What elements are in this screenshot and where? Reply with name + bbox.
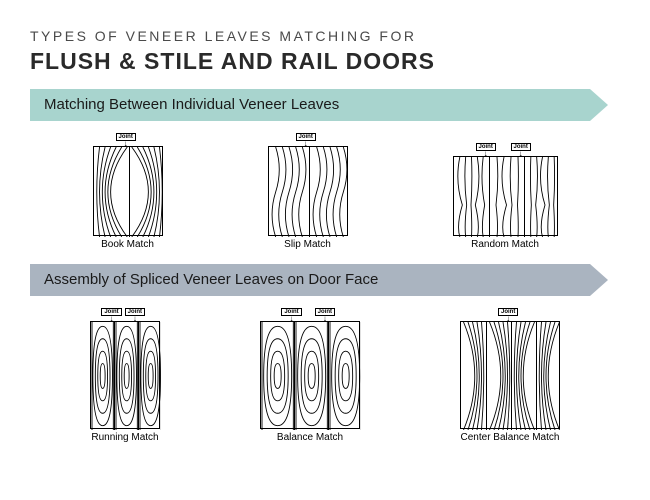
- veneer-leaf: [486, 322, 511, 430]
- veneer-item-label: Center Balance Match: [461, 432, 560, 443]
- veneer-leaf: [129, 147, 164, 237]
- veneer-leaf: [114, 322, 137, 430]
- section-header-individual: Matching Between Individual Veneer Leave…: [30, 89, 590, 121]
- veneer-item-label: Running Match: [91, 432, 158, 443]
- veneer-leaf: [94, 147, 129, 237]
- veneer-leaf: [309, 147, 349, 237]
- joint-tag: Joint: [511, 143, 531, 151]
- joint-labels: Joint↓Joint↓: [90, 308, 160, 320]
- joint-tag: Joint: [125, 308, 145, 316]
- veneer-leaf: [524, 157, 559, 237]
- joint-tag: Joint: [498, 308, 518, 316]
- veneer-panel: [453, 156, 558, 236]
- veneer-panel: [93, 146, 163, 236]
- veneer-item-label: Book Match: [101, 239, 154, 250]
- veneer-item-label: Random Match: [471, 239, 539, 250]
- row-assembly: Joint↓Joint↓ Running Match Joint↓Joint↓ …: [30, 308, 620, 443]
- veneer-item-label: Balance Match: [277, 432, 343, 443]
- joint-tag: Joint: [315, 308, 335, 316]
- veneer-item-balance: Joint↓Joint↓ Balance Match: [260, 308, 360, 443]
- veneer-item-book: Joint↓ Book Match: [93, 133, 163, 250]
- page-title: FLUSH & STILE AND RAIL DOORS: [30, 48, 620, 75]
- veneer-panel: [260, 321, 360, 429]
- veneer-leaf: [489, 157, 524, 237]
- joint-tag: Joint: [296, 133, 316, 141]
- section-header-assembly: Assembly of Spliced Veneer Leaves on Doo…: [30, 264, 590, 296]
- veneer-item-label: Slip Match: [284, 239, 331, 250]
- joint-labels: Joint↓: [93, 133, 163, 145]
- veneer-panel: [460, 321, 560, 429]
- joint-labels: Joint↓: [268, 133, 348, 145]
- joint-tag: Joint: [476, 143, 496, 151]
- veneer-leaf: [269, 147, 309, 237]
- veneer-leaf: [461, 322, 486, 430]
- veneer-leaf: [294, 322, 327, 430]
- veneer-leaf: [261, 322, 294, 430]
- veneer-item-center: Joint↓ Center Balance Match: [460, 308, 560, 443]
- joint-labels: Joint↓Joint↓: [453, 143, 558, 155]
- joint-tag: Joint: [116, 133, 136, 141]
- veneer-leaf: [454, 157, 489, 237]
- row-individual: Joint↓ Book Match Joint↓ Slip Match Join…: [30, 133, 620, 250]
- veneer-item-running: Joint↓Joint↓ Running Match: [90, 308, 160, 443]
- veneer-leaf: [511, 322, 536, 430]
- joint-labels: Joint↓Joint↓: [260, 308, 360, 320]
- joint-tag: Joint: [281, 308, 301, 316]
- veneer-leaf: [138, 322, 161, 430]
- joint-labels: Joint↓: [460, 308, 560, 320]
- page-subtitle: TYPES OF VENEER LEAVES MATCHING FOR: [30, 28, 620, 44]
- veneer-item-slip: Joint↓ Slip Match: [268, 133, 348, 250]
- veneer-panel: [268, 146, 348, 236]
- veneer-item-random: Joint↓Joint↓ Random Match: [453, 143, 558, 250]
- joint-tag: Joint: [101, 308, 121, 316]
- veneer-leaf: [91, 322, 114, 430]
- veneer-leaf: [536, 322, 561, 430]
- veneer-panel: [90, 321, 160, 429]
- veneer-leaf: [328, 322, 361, 430]
